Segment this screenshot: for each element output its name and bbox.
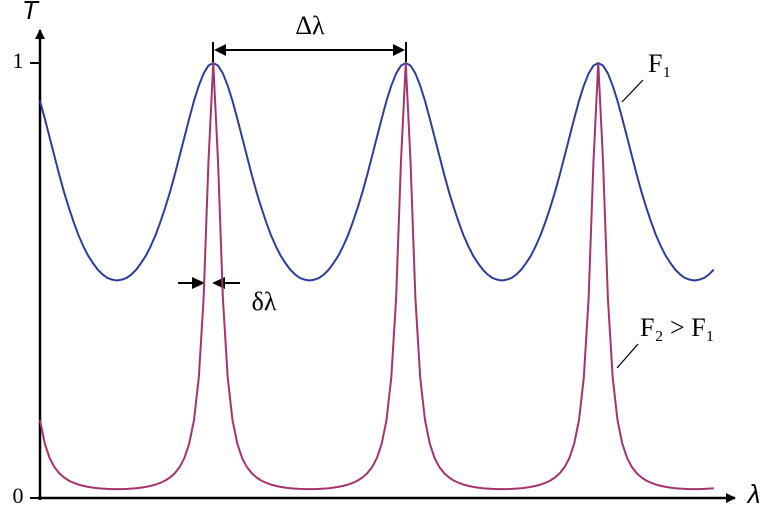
period-label: Δλ — [295, 11, 325, 40]
leader-line — [616, 343, 639, 369]
y-tick-label: 0 — [13, 483, 24, 508]
series-label: F₁ — [648, 49, 672, 78]
x-axis-label: λ — [746, 479, 761, 509]
width-arrowhead — [192, 277, 205, 289]
series-label: F₂ > F₁ — [640, 313, 715, 342]
leader-line — [621, 79, 644, 103]
y-tick-label: 1 — [13, 48, 24, 73]
width-label: δλ — [252, 287, 277, 316]
series-line — [39, 62, 714, 491]
y-axis-label: T — [22, 0, 40, 25]
series-line — [39, 62, 715, 282]
